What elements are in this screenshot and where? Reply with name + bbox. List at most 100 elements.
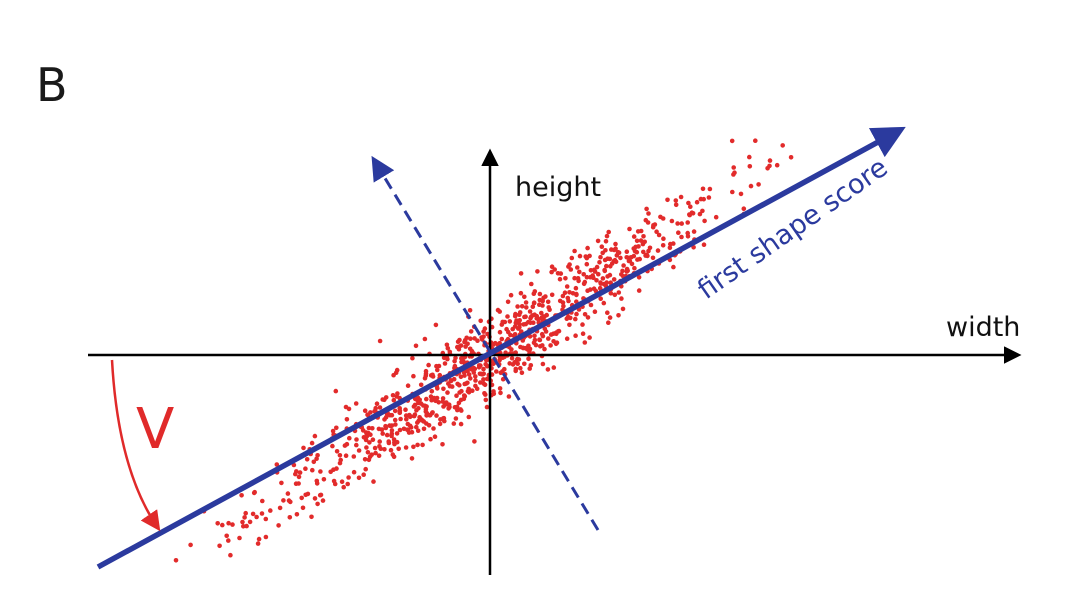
scatter-point bbox=[365, 450, 371, 455]
scatter-point bbox=[445, 346, 451, 351]
scatter-point bbox=[688, 204, 693, 209]
scatter-point bbox=[673, 198, 679, 203]
scatter-point bbox=[299, 495, 305, 501]
scatter-point bbox=[377, 405, 383, 410]
scatter-point bbox=[351, 469, 357, 475]
scatter-point bbox=[472, 439, 477, 444]
scatter-point bbox=[442, 361, 448, 366]
scatter-point bbox=[606, 229, 611, 235]
scatter-point bbox=[596, 271, 601, 277]
scatter-point bbox=[605, 256, 610, 262]
scatter-point bbox=[540, 343, 545, 348]
scatter-point bbox=[638, 238, 644, 243]
scatter-point bbox=[530, 304, 536, 310]
scatter-point bbox=[268, 508, 273, 513]
scatter-point bbox=[421, 426, 427, 432]
scatter-point bbox=[507, 319, 513, 324]
scatter-point bbox=[481, 329, 486, 334]
scatter-point bbox=[678, 194, 684, 200]
scatter-point bbox=[310, 467, 315, 473]
scatter-point bbox=[547, 307, 552, 313]
scatter-point bbox=[220, 522, 225, 528]
scatter-point bbox=[428, 436, 433, 442]
scatter-point bbox=[364, 434, 370, 439]
scatter-point bbox=[665, 197, 670, 203]
scatter-point bbox=[774, 162, 780, 168]
scatter-point bbox=[543, 294, 548, 299]
scatter-point bbox=[288, 499, 293, 505]
scatter-point bbox=[554, 340, 560, 346]
scatter-point bbox=[441, 386, 446, 392]
scatter-point bbox=[370, 437, 376, 443]
scatter-point bbox=[410, 355, 415, 361]
scatter-point bbox=[616, 290, 622, 295]
scatter-point bbox=[564, 336, 570, 342]
scatter-point bbox=[372, 445, 378, 451]
scatter-point bbox=[362, 457, 368, 462]
scatter-point bbox=[215, 521, 220, 526]
scatter-point bbox=[438, 417, 443, 422]
scatter-point bbox=[551, 365, 557, 370]
scatter-point bbox=[619, 272, 624, 277]
scatter-point bbox=[466, 414, 472, 420]
scatter-point bbox=[603, 239, 609, 244]
scatter-point bbox=[463, 344, 468, 349]
scatter-point bbox=[427, 413, 432, 418]
scatter-point bbox=[318, 469, 323, 474]
scatter-point bbox=[388, 423, 394, 429]
scatter-point bbox=[424, 421, 429, 426]
scatter-point bbox=[276, 523, 281, 528]
scatter-point bbox=[730, 189, 735, 195]
scatter-point bbox=[512, 313, 518, 319]
scatter-point bbox=[613, 241, 618, 247]
scatter-point bbox=[415, 428, 421, 434]
scatter-point bbox=[188, 542, 193, 548]
scatter-point bbox=[625, 268, 630, 274]
scatter-point bbox=[339, 479, 345, 485]
scatter-point bbox=[255, 541, 261, 546]
scatter-point bbox=[612, 257, 618, 263]
scatter-point bbox=[713, 214, 719, 220]
scatter-point bbox=[457, 382, 462, 388]
scatter-point bbox=[459, 408, 464, 413]
scatter-point bbox=[598, 254, 603, 260]
scatter-point bbox=[640, 241, 646, 247]
scatter-point bbox=[584, 274, 590, 280]
scatter-point bbox=[545, 367, 551, 372]
scatter-point bbox=[508, 292, 514, 298]
scatter-point bbox=[568, 315, 573, 321]
scatter-point bbox=[616, 250, 622, 255]
scatter-point bbox=[373, 450, 378, 456]
scatter-point bbox=[343, 453, 349, 459]
scatter-point bbox=[587, 253, 592, 259]
principal-axis bbox=[96, 126, 906, 570]
scatter-point bbox=[546, 336, 551, 341]
scatter-point bbox=[499, 336, 505, 342]
scatter-point bbox=[533, 342, 539, 348]
scatter-point bbox=[429, 389, 435, 394]
scatter-point bbox=[582, 312, 588, 317]
scatter-point bbox=[629, 261, 635, 267]
scatter-point bbox=[505, 299, 511, 305]
scatter-point bbox=[621, 263, 626, 268]
angle-arc bbox=[110, 359, 161, 532]
scatter-point bbox=[353, 401, 359, 406]
scatter-point bbox=[518, 365, 523, 371]
scatter-point bbox=[504, 326, 509, 332]
scatter-point bbox=[660, 243, 666, 248]
scatter-point bbox=[570, 291, 576, 296]
scatter-point bbox=[429, 397, 434, 403]
scatter-point bbox=[398, 416, 403, 422]
scatter-point bbox=[604, 280, 609, 285]
scatter-point bbox=[300, 505, 306, 511]
scatter-point bbox=[626, 255, 632, 261]
scatter-point bbox=[522, 314, 527, 320]
scatter-point bbox=[366, 457, 372, 463]
scatter-point bbox=[341, 484, 347, 490]
scatter-point bbox=[747, 164, 753, 169]
scatter-point bbox=[509, 355, 515, 361]
scatter-point bbox=[296, 474, 302, 480]
scatter-point bbox=[524, 305, 529, 310]
scatter-point bbox=[497, 309, 503, 314]
scatter-point bbox=[431, 426, 436, 431]
